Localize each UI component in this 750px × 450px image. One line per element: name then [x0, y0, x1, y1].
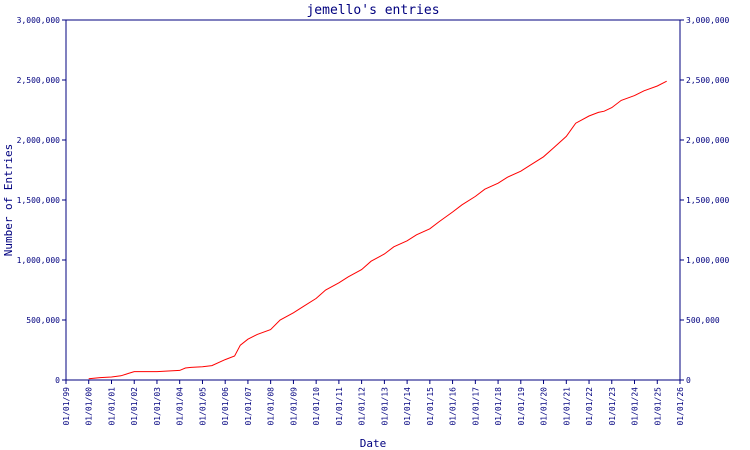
y-tick-label-right: 3,000,000 [686, 16, 730, 25]
x-tick-label: 01/01/25 [653, 387, 662, 426]
x-tick-label: 01/01/06 [221, 387, 230, 426]
y-tick-label-right: 2,500,000 [686, 76, 730, 85]
y-tick-label-right: 500,000 [686, 316, 720, 325]
x-tick-label: 01/01/22 [585, 387, 594, 426]
x-tick-label: 01/01/02 [130, 387, 139, 426]
x-tick-label: 01/01/19 [517, 387, 526, 426]
y-tick-label-right: 0 [686, 376, 691, 385]
x-tick-label: 01/01/09 [289, 387, 298, 426]
series-line [88, 80, 667, 380]
y-tick-label-left: 2,500,000 [17, 76, 61, 85]
x-tick-label: 01/01/05 [198, 387, 207, 426]
x-tick-label: 01/01/14 [403, 387, 412, 426]
x-axis-label: Date [360, 437, 387, 450]
y-tick-label-left: 3,000,000 [17, 16, 61, 25]
y-tick-label-left: 2,000,000 [17, 136, 61, 145]
x-tick-label: 01/01/10 [312, 387, 321, 426]
y-axis-label: Number of Entries [2, 144, 15, 257]
x-tick-label: 01/01/11 [335, 387, 344, 426]
x-tick-label: 01/01/13 [380, 387, 389, 426]
y-tick-label-right: 1,500,000 [686, 196, 730, 205]
x-axis: 01/01/99 01/01/00 01/01/01 01/01/02 01/01/03… [62, 380, 685, 426]
x-tick-label: 01/01/03 [153, 387, 162, 426]
x-tick-label: 01/01/01 [108, 387, 117, 426]
x-tick-label: 01/01/04 [176, 387, 185, 426]
plot-frame [65, 19, 681, 381]
y-tick-label-left: 1,500,000 [17, 196, 61, 205]
y-axis-right: 0 500,000 1,000,000 1,500,000 2,000,000 2,500… [680, 16, 730, 385]
x-tick-label: 01/01/08 [267, 387, 276, 426]
x-tick-label: 01/01/20 [540, 387, 549, 426]
x-tick-label: 01/01/12 [358, 387, 367, 426]
x-tick-label: 01/01/00 [85, 387, 94, 426]
x-tick-label: 01/01/15 [426, 387, 435, 426]
x-tick-label: 01/01/24 [630, 387, 639, 426]
y-tick-label-left: 1,000,000 [17, 256, 61, 265]
y-tick-label-left: 0 [55, 376, 60, 385]
chart-title: jemello's entries [306, 3, 439, 18]
x-tick-label: 01/01/26 [676, 387, 685, 426]
x-tick-label: 01/01/18 [494, 387, 503, 426]
x-tick-label: 01/01/99 [62, 387, 71, 426]
x-tick-label: 01/01/23 [608, 387, 617, 426]
series-layer [88, 80, 667, 380]
x-tick-label: 01/01/16 [449, 387, 458, 426]
x-tick-label: 01/01/17 [471, 387, 480, 426]
y-tick-label-right: 2,000,000 [686, 136, 730, 145]
x-tick-label: 01/01/21 [562, 387, 571, 426]
y-axis-left: 0 500,000 1,000,000 1,500,000 2,000,000 2,500… [17, 16, 66, 385]
y-tick-label-right: 1,000,000 [686, 256, 730, 265]
y-tick-label-left: 500,000 [26, 316, 60, 325]
x-tick-label: 01/01/07 [244, 387, 253, 426]
